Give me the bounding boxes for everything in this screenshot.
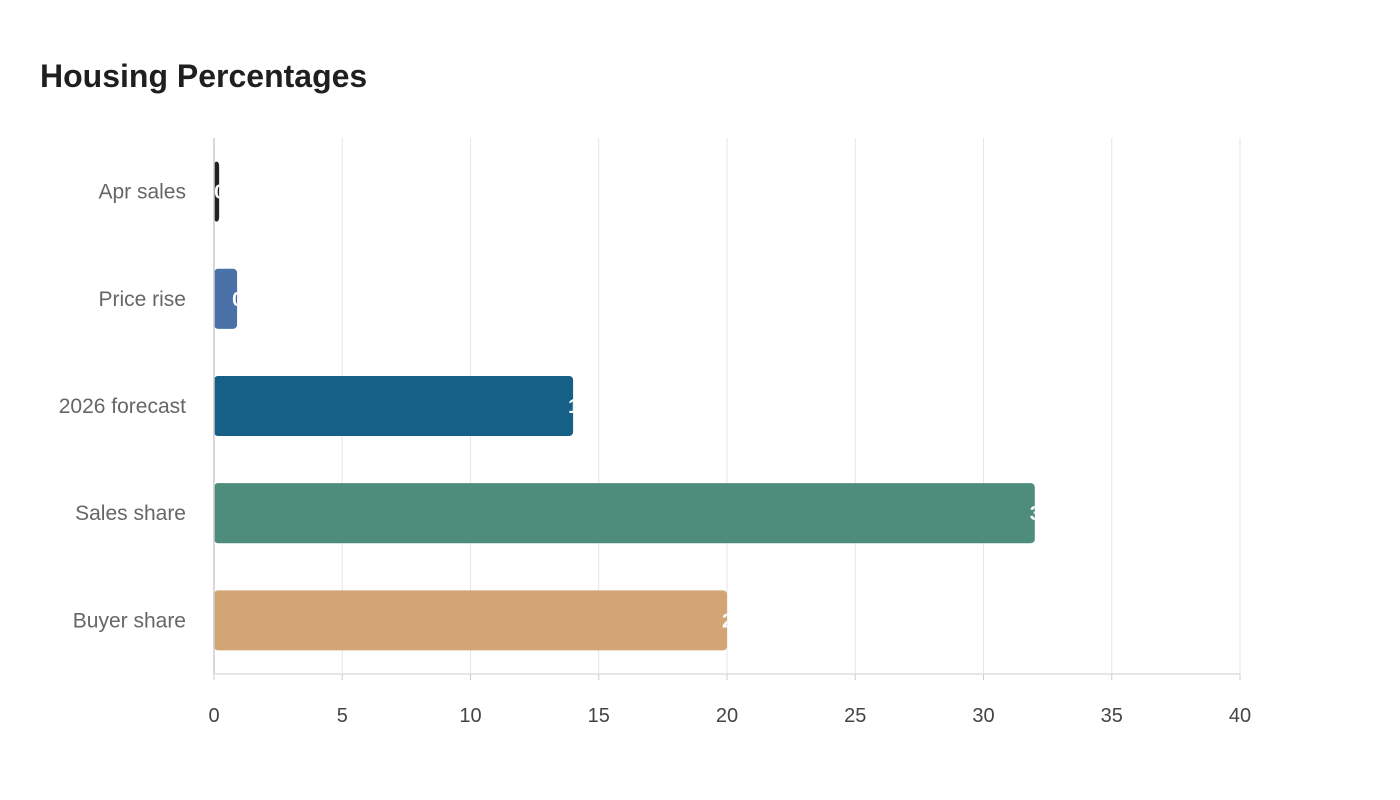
x-tick-label-2: 10 (459, 705, 481, 727)
x-tick-label-6: 30 (972, 705, 994, 727)
axes (213, 138, 1241, 680)
category-label-3: Sales share (75, 502, 186, 525)
x-tick-label-3: 15 (588, 705, 610, 727)
category-label-1: Price rise (98, 288, 186, 311)
value-label-0: 0.2 (214, 182, 242, 204)
bar-3 (214, 483, 1035, 544)
labels: 0 5 10 15 20 25 30 35 40 Apr sales 0.2 Price rise 0.… (59, 181, 1251, 727)
category-label-4: Buyer share (73, 609, 186, 632)
x-tick-label-5: 25 (844, 705, 866, 727)
bar-2 (214, 375, 574, 437)
x-tick-label-4: 20 (716, 705, 738, 727)
x-tick-label-7: 35 (1101, 705, 1123, 727)
category-label-0: Apr sales (98, 181, 186, 204)
value-label-3: 32 (1030, 503, 1052, 525)
value-label-2: 14 (568, 396, 591, 418)
x-tick-label-0: 0 (208, 705, 219, 727)
bar-4 (214, 590, 727, 651)
chart-title: Housing Percentages (40, 58, 368, 94)
x-tick-label-8: 40 (1229, 705, 1251, 727)
value-label-4: 20 (722, 610, 744, 632)
category-label-2: 2026 forecast (59, 395, 186, 418)
value-label-1: 0.9 (232, 289, 260, 311)
bar-1 (214, 268, 238, 329)
bar-0 (214, 161, 220, 222)
bars (214, 161, 1035, 651)
x-tick-label-1: 5 (337, 705, 348, 727)
